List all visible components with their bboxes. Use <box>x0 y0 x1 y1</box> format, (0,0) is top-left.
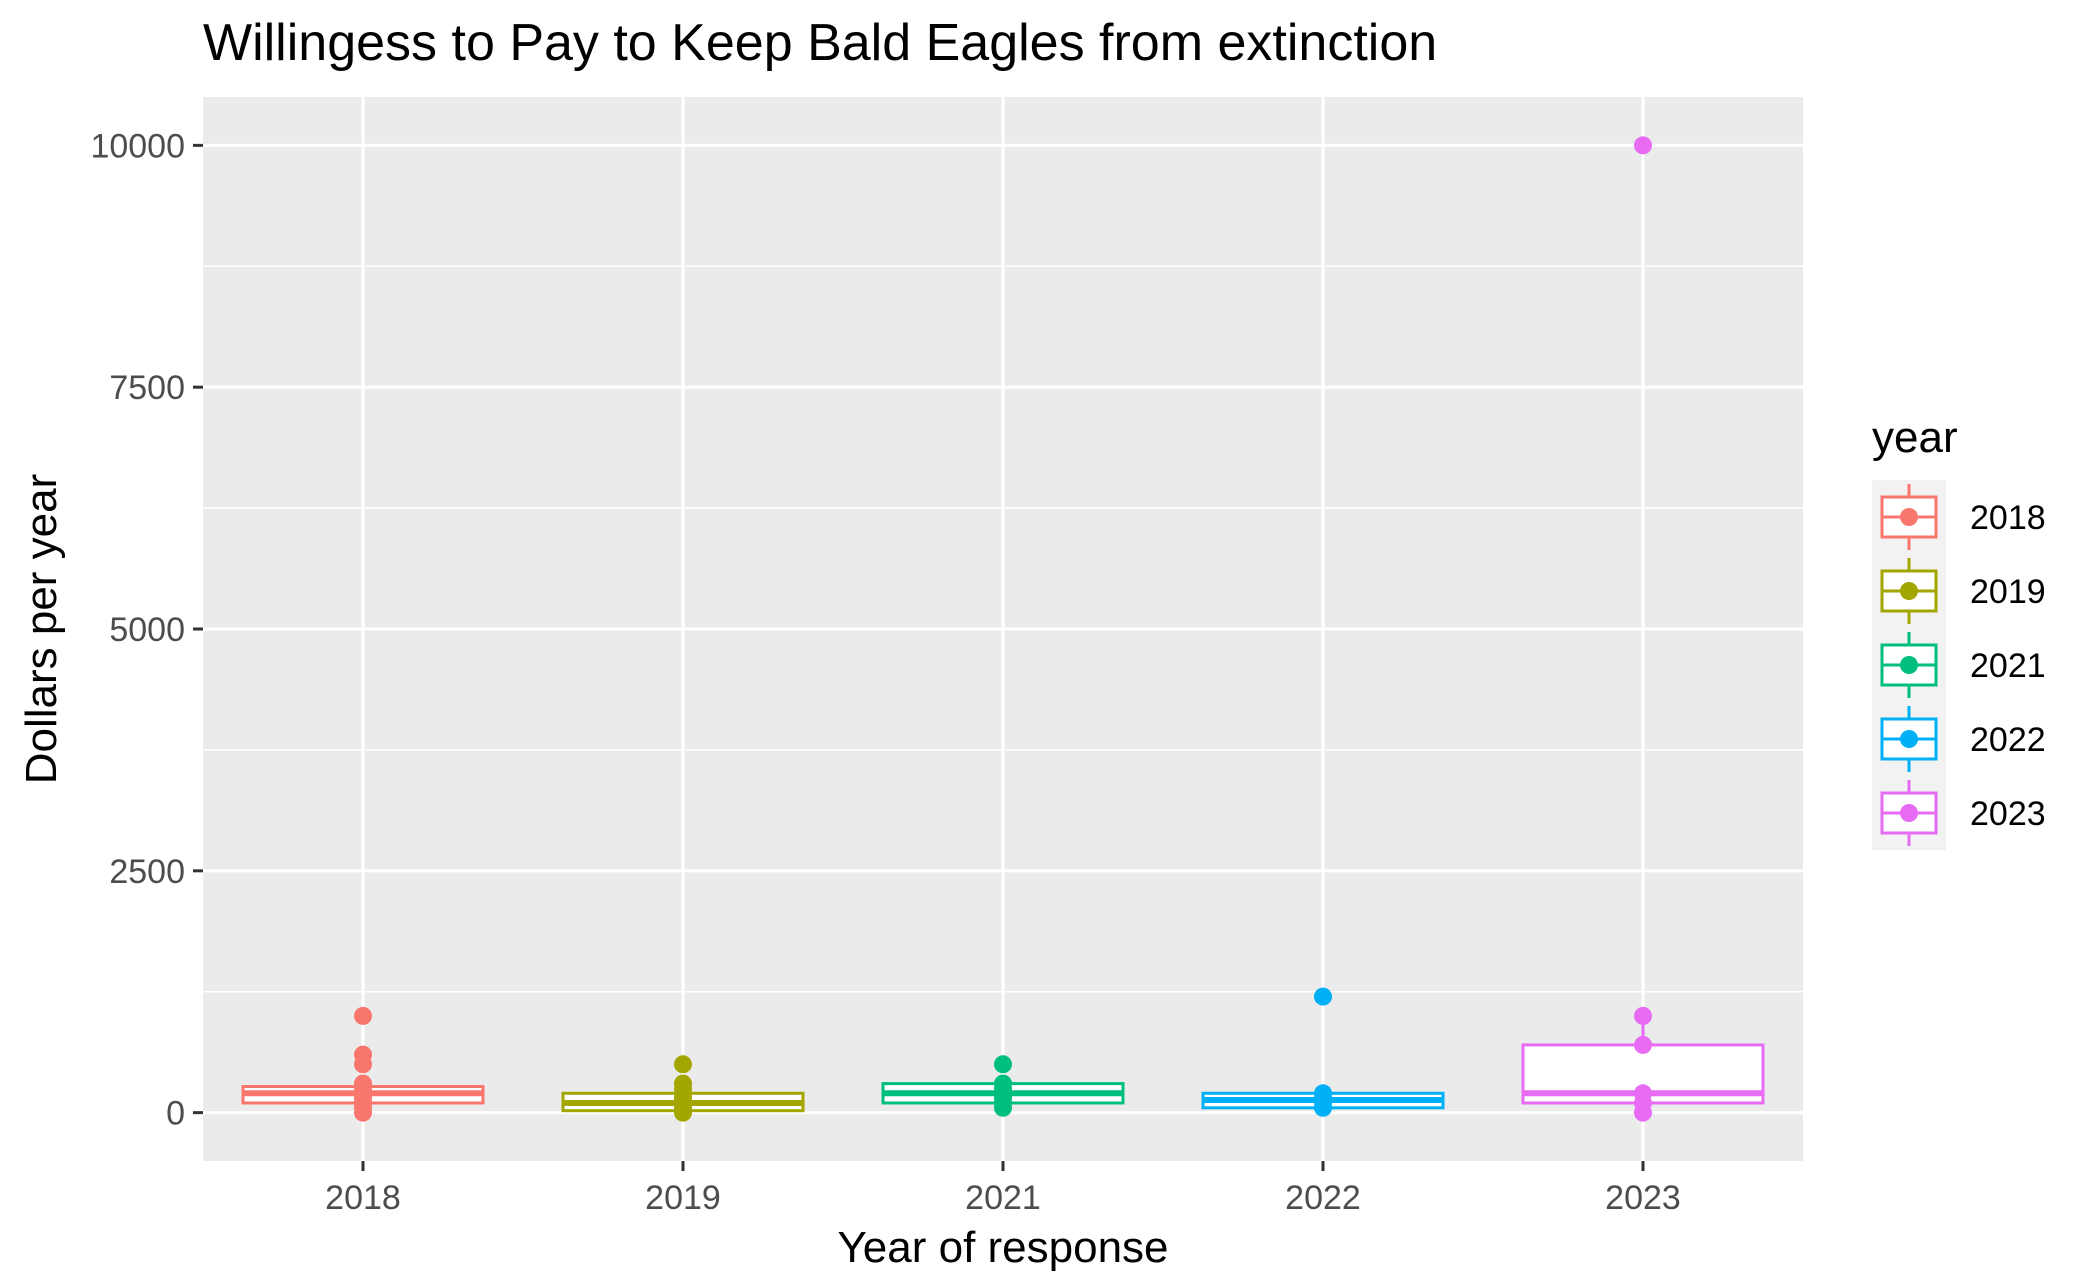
data-point-2018 <box>354 1045 372 1064</box>
data-point-2023 <box>1634 1084 1652 1103</box>
x-tick-label: 2019 <box>645 1179 721 1217</box>
legend: year 2018 2019 2021 2022 2023 <box>1872 413 2046 850</box>
axes: 0 2500 5000 7500 10000 2018 2019 2021 2022 2023 <box>90 127 1680 1217</box>
legend-label-2019: 2019 <box>1970 573 2046 611</box>
x-tick-label: 2023 <box>1605 1179 1681 1217</box>
y-tick-label: 7500 <box>109 369 185 407</box>
chart-title: Willingess to Pay to Keep Bald Eagles fr… <box>203 14 1437 72</box>
data-point-2019 <box>674 1055 692 1074</box>
data-point-2023 <box>1634 1006 1652 1025</box>
legend-key-point <box>1900 656 1918 674</box>
legend-label-2018: 2018 <box>1970 499 2046 537</box>
legend-label-2023: 2023 <box>1970 795 2046 833</box>
y-tick-label: 5000 <box>109 611 185 649</box>
legend-title: year <box>1872 413 1958 462</box>
x-tick-label: 2021 <box>965 1179 1041 1217</box>
y-axis-title: Dollars per year <box>17 474 66 785</box>
x-tick-label: 2018 <box>325 1179 401 1217</box>
legend-key-point <box>1900 730 1918 748</box>
legend-key-point <box>1900 582 1918 600</box>
grid-lines <box>203 97 1803 1161</box>
data-point-2021 <box>994 1055 1012 1074</box>
data-point-2021 <box>994 1074 1012 1093</box>
legend-key-2023 <box>1880 780 1938 846</box>
legend-key-2022 <box>1880 706 1938 772</box>
data-point-2023 <box>1634 136 1652 155</box>
data-point-2018 <box>354 1006 372 1025</box>
legend-key-point <box>1900 804 1918 822</box>
legend-key-2019 <box>1880 558 1938 624</box>
data-point-2022 <box>1314 1084 1332 1103</box>
legend-key-2021 <box>1880 632 1938 698</box>
legend-key-point <box>1900 508 1918 526</box>
data-point-2022 <box>1314 987 1332 1006</box>
data-point-2023 <box>1634 1035 1652 1054</box>
y-tick-label: 2500 <box>109 853 185 891</box>
legend-label-2022: 2022 <box>1970 721 2046 759</box>
data-point-2018 <box>354 1074 372 1093</box>
legend-key-2018 <box>1880 484 1938 550</box>
x-tick-label: 2022 <box>1285 1179 1361 1217</box>
y-tick-label: 10000 <box>90 127 185 165</box>
y-tick-label: 0 <box>166 1095 185 1133</box>
data-points <box>354 136 1652 1122</box>
data-point-2019 <box>674 1074 692 1093</box>
x-axis-title: Year of response <box>837 1223 1168 1272</box>
legend-label-2021: 2021 <box>1970 647 2046 685</box>
